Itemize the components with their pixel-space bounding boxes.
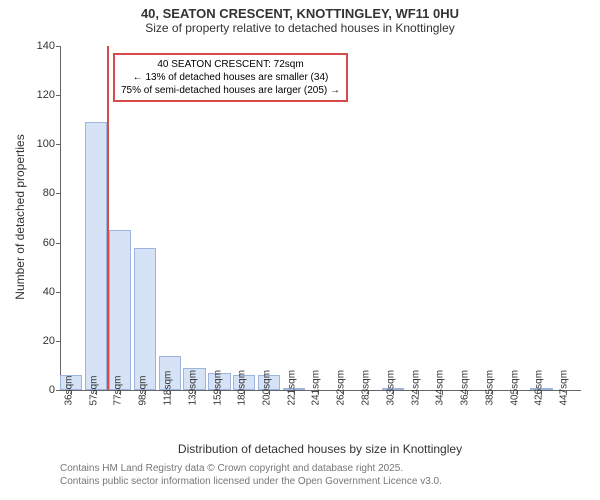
attribution-text: Contains HM Land Registry data © Crown c… <box>60 462 442 488</box>
title-block: 40, SEATON CRESCENT, KNOTTINGLEY, WF11 0… <box>0 6 600 35</box>
ytick-mark <box>56 341 61 342</box>
ytick-label: 60 <box>25 237 55 249</box>
ytick-mark <box>56 95 61 96</box>
ytick-mark <box>56 390 61 391</box>
histogram-bar <box>134 248 156 391</box>
ytick-label: 100 <box>25 138 55 150</box>
ytick-mark <box>56 46 61 47</box>
plot-area: 02040608010012014036sqm57sqm77sqm98sqm11… <box>60 46 581 391</box>
annotation-line: 40 SEATON CRESCENT: 72sqm <box>121 58 340 71</box>
ytick-mark <box>56 243 61 244</box>
ytick-label: 0 <box>25 384 55 396</box>
ytick-label: 40 <box>25 286 55 298</box>
x-axis-label: Distribution of detached houses by size … <box>60 442 580 456</box>
annotation-line: ← 13% of detached houses are smaller (34… <box>121 71 340 84</box>
chart-subtitle: Size of property relative to detached ho… <box>0 21 600 35</box>
ytick-mark <box>56 292 61 293</box>
y-axis-label: Number of detached properties <box>13 117 27 317</box>
ytick-mark <box>56 144 61 145</box>
ytick-label: 80 <box>25 187 55 199</box>
property-marker-line <box>107 46 109 390</box>
ytick-label: 120 <box>25 89 55 101</box>
ytick-label: 140 <box>25 40 55 52</box>
chart-title: 40, SEATON CRESCENT, KNOTTINGLEY, WF11 0… <box>0 6 600 21</box>
annotation-box: 40 SEATON CRESCENT: 72sqm← 13% of detach… <box>113 53 348 102</box>
attribution-line-1: Contains HM Land Registry data © Crown c… <box>60 462 442 475</box>
attribution-line-2: Contains public sector information licen… <box>60 475 442 488</box>
ytick-mark <box>56 193 61 194</box>
annotation-line: 75% of semi-detached houses are larger (… <box>121 84 340 97</box>
ytick-label: 20 <box>25 335 55 347</box>
histogram-bar <box>109 230 131 390</box>
histogram-bar <box>85 122 107 390</box>
chart-container: 40, SEATON CRESCENT, KNOTTINGLEY, WF11 0… <box>0 0 600 500</box>
